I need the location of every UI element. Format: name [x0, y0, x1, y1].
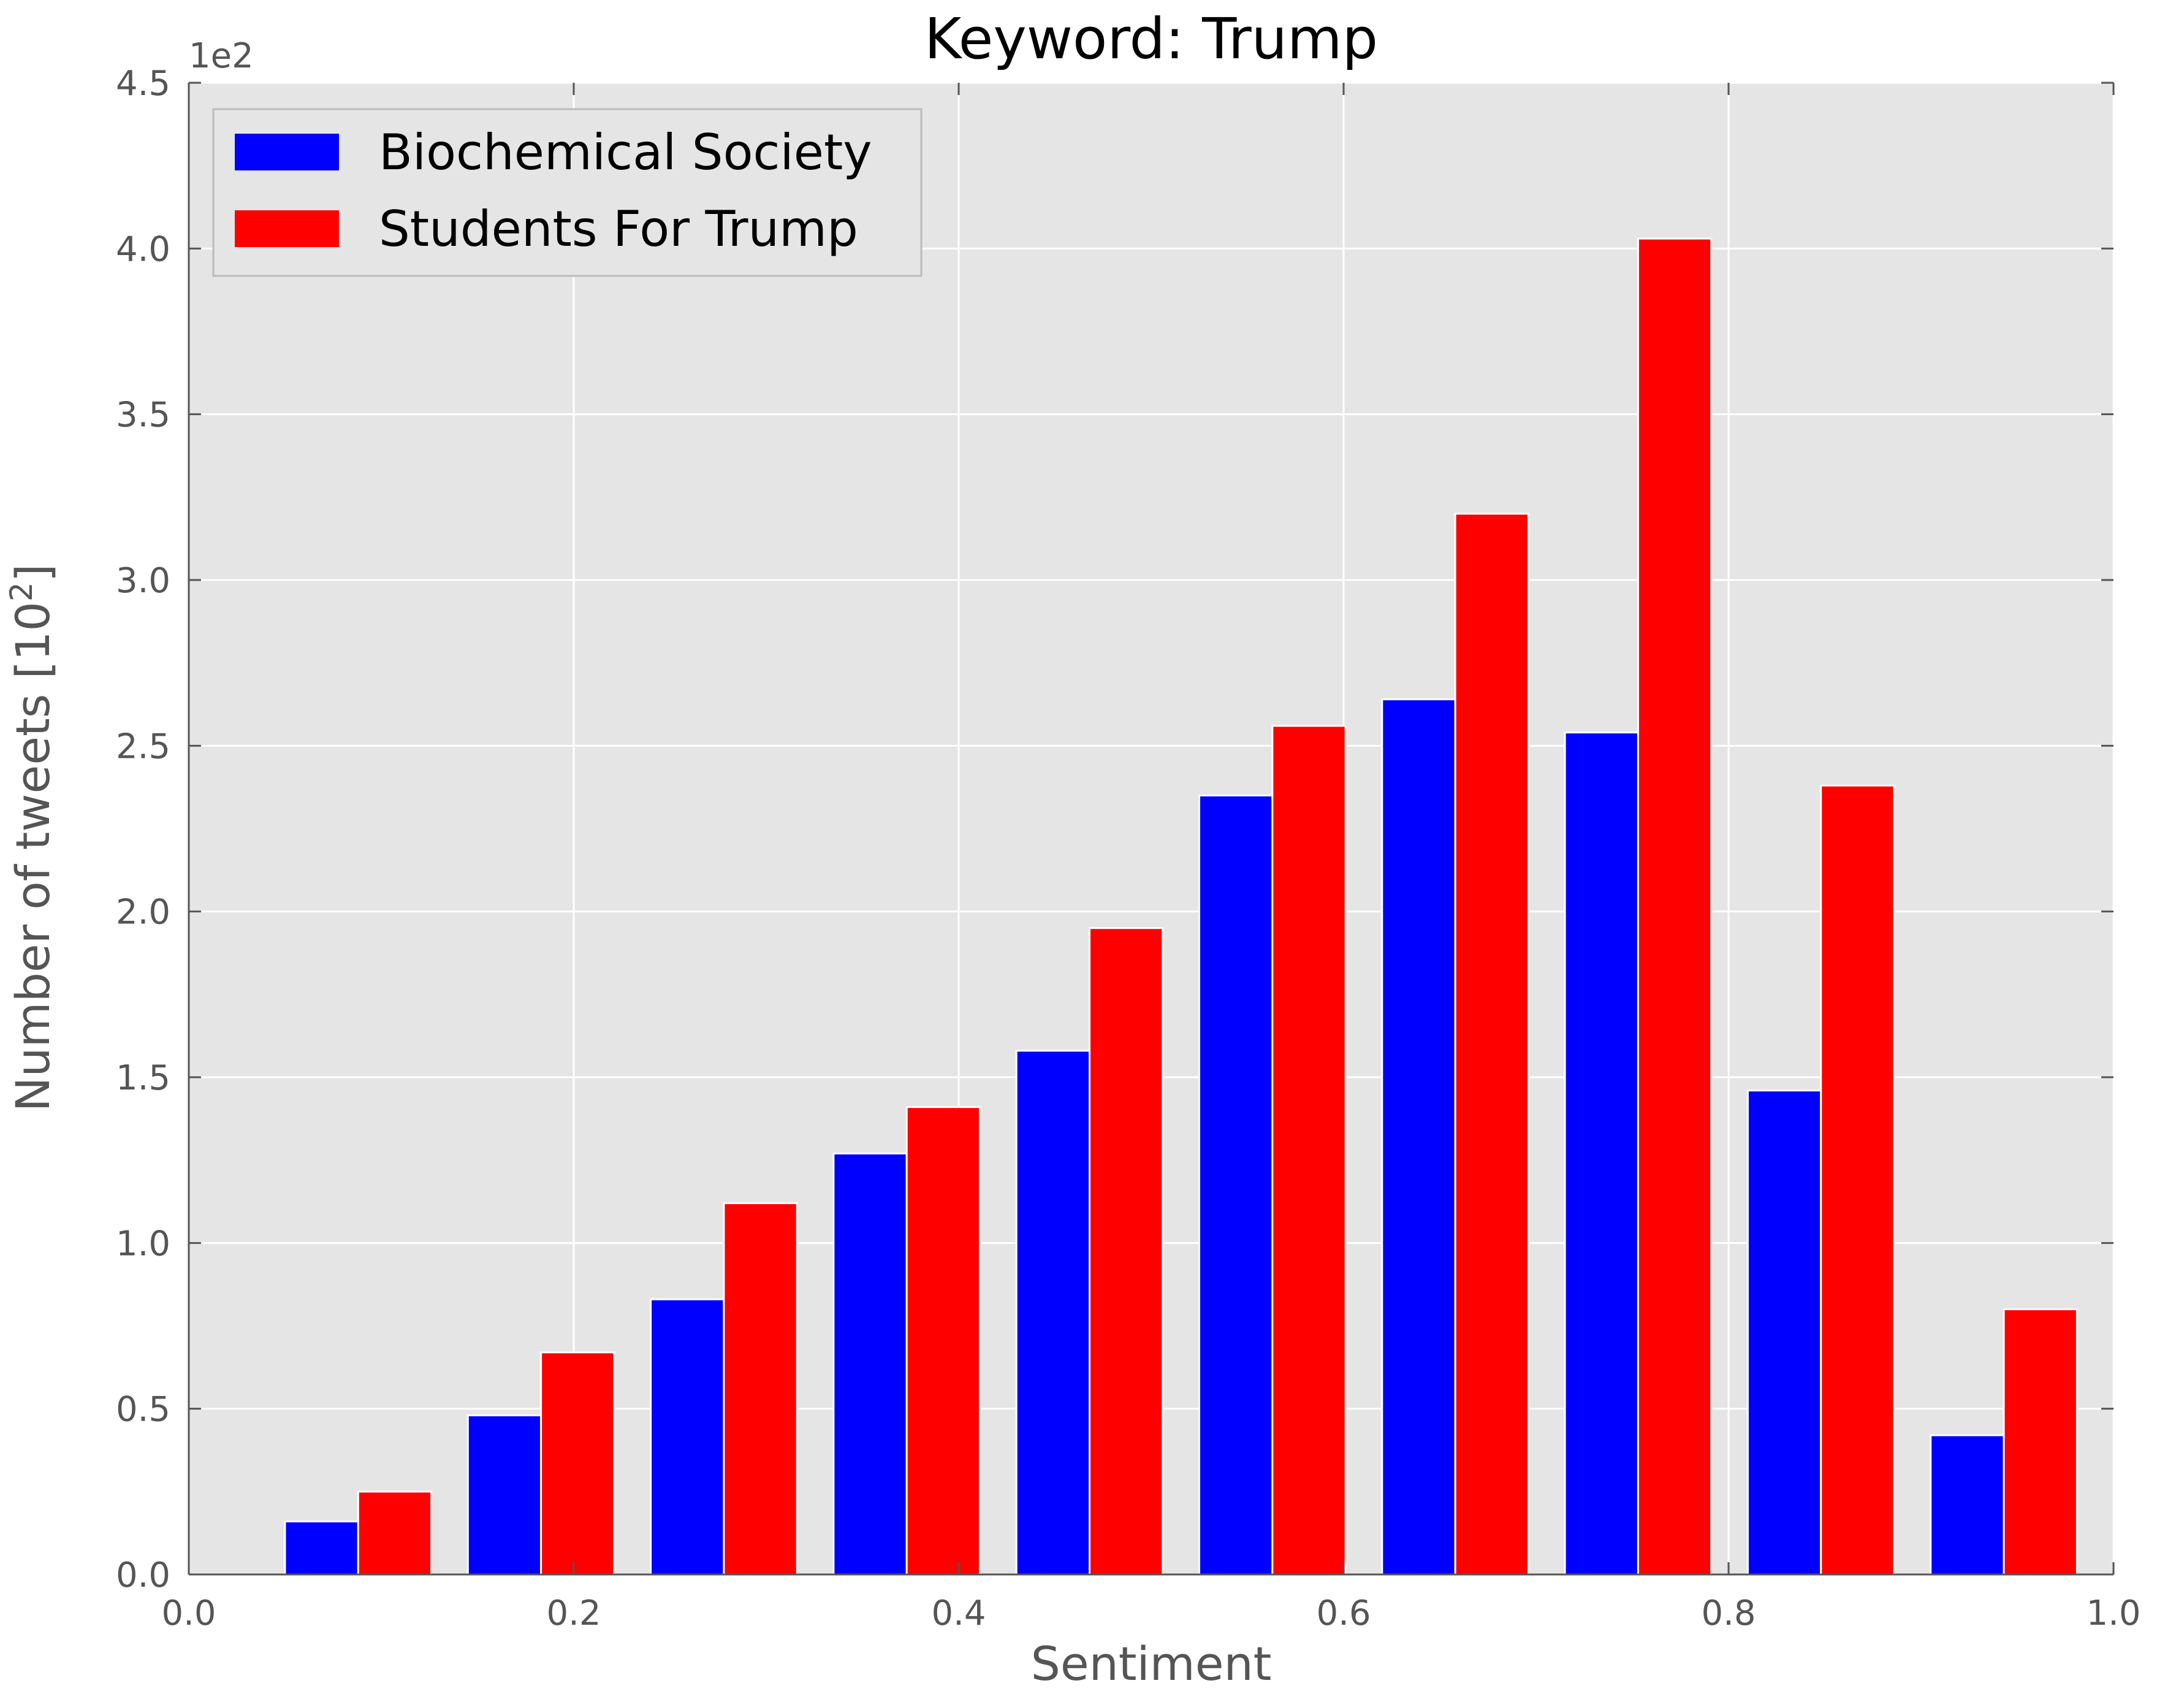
bar-students-for-trump-3	[905, 1106, 981, 1576]
y-tick-label-5: 2.5	[116, 727, 170, 766]
y-tick-label-4: 2.0	[116, 893, 170, 933]
bar-students-for-trump-1	[540, 1351, 615, 1576]
x-tick-label-2: 0.4	[931, 1593, 986, 1633]
y-tick-label-0: 0.0	[116, 1555, 170, 1595]
bar-biochemical-society-3	[832, 1152, 908, 1576]
bar-students-for-trump-0	[357, 1490, 433, 1576]
x-axis-label: Sentiment	[1031, 1636, 1272, 1691]
y-axis-label: Number of tweets [102]	[4, 564, 60, 1112]
bar-students-for-trump-6	[1454, 513, 1529, 1576]
legend-label-students-for-trump: Students For Trump	[379, 200, 858, 258]
y-tick-label-2: 1.0	[116, 1224, 170, 1264]
bar-students-for-trump-9	[2003, 1308, 2078, 1576]
bar-biochemical-society-6	[1381, 698, 1456, 1576]
bar-biochemical-society-0	[284, 1520, 359, 1576]
bar-biochemical-society-4	[1015, 1050, 1091, 1576]
y-axis-label-main: Number of tweets [10	[6, 601, 60, 1112]
y-axis-label-close: ]	[6, 564, 60, 582]
x-tick-label-4: 0.8	[1701, 1593, 1756, 1633]
bar-biochemical-society-5	[1198, 794, 1274, 1576]
bar-biochemical-society-8	[1746, 1090, 1822, 1576]
legend-swatch-biochemical-society	[235, 134, 339, 170]
y-axis-label-superscript: 2	[4, 582, 39, 601]
x-tick-label-5: 1.0	[2086, 1593, 2140, 1633]
chart-title: Keyword: Trump	[924, 6, 1378, 72]
legend-label-biochemical-society: Biochemical Society	[379, 124, 872, 181]
x-tick-label-1: 0.2	[546, 1593, 601, 1633]
bar-biochemical-society-2	[650, 1298, 725, 1576]
x-tick-label-3: 0.6	[1316, 1593, 1371, 1633]
y-tick-label-3: 1.5	[116, 1058, 170, 1098]
x-tick-label-0: 0.0	[161, 1593, 216, 1633]
y-tick-label-9: 4.5	[116, 64, 170, 104]
y-tick-label-7: 3.5	[116, 395, 170, 435]
legend-swatch-students-for-trump	[235, 210, 339, 247]
bar-biochemical-society-7	[1564, 731, 1639, 1576]
bar-students-for-trump-2	[723, 1202, 798, 1576]
y-axis-offset-label: 1e2	[189, 36, 254, 76]
bar-students-for-trump-7	[1637, 237, 1713, 1576]
y-tick-label-1: 0.5	[116, 1390, 170, 1430]
legend: Biochemical Society Students For Trump	[212, 108, 923, 277]
bar-students-for-trump-5	[1271, 725, 1347, 1576]
tick-labels: 0.0 0.2 0.4 0.6 0.8 1.0 0.0 0.5 1.0 1.5 2.0 2.5 3.0 3…	[116, 64, 2141, 1633]
bar-biochemical-society-9	[1930, 1434, 2005, 1576]
bar-biochemical-society-1	[466, 1414, 542, 1576]
bar-students-for-trump-8	[1820, 784, 1895, 1576]
y-tick-label-8: 4.0	[116, 229, 170, 269]
axes-frame	[188, 82, 2115, 1576]
bar-students-for-trump-4	[1089, 927, 1164, 1576]
y-tick-label-6: 3.0	[116, 561, 170, 601]
bars	[284, 237, 2078, 1576]
